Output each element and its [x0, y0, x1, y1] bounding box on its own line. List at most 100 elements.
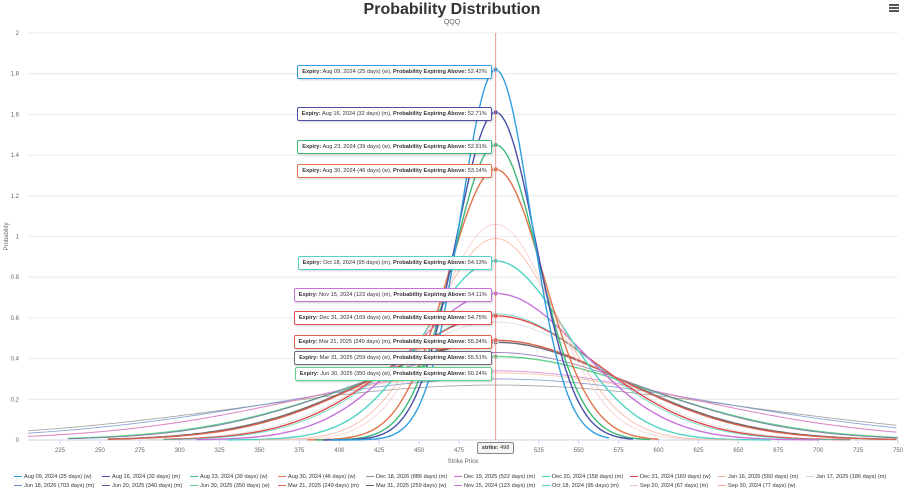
hamburger-menu-icon[interactable] [889, 3, 899, 13]
tooltip-prob-value: 54.13% [466, 259, 487, 266]
y-tick-label: 1.2 [11, 194, 20, 200]
tooltip-expiry-key: Expiry: [302, 143, 322, 150]
legend-item[interactable]: Nov 15, 2024 (123 days) (m) [454, 483, 535, 489]
legend-item[interactable]: Dec 31, 2024 (169 days) (w) [630, 474, 711, 480]
legend-item[interactable]: Jun 20, 2025 (340 days) (m) [102, 483, 182, 489]
y-tick-label: 1.6 [11, 112, 20, 118]
tooltip-prob-key: Probability Expiring Above: [393, 371, 467, 378]
x-tick-label: 300 [175, 448, 186, 454]
tooltip-prob-value: 52.91% [466, 143, 487, 150]
legend-item[interactable]: Sep 30, 2024 (77 days) (w) [718, 483, 795, 489]
tooltip-prob-key: Probability Expiring Above: [393, 143, 467, 150]
x-tick-label: 675 [773, 448, 784, 454]
legend-swatch [630, 484, 638, 487]
y-tick-label: 0.8 [11, 275, 20, 281]
tooltip-expiry-key: Expiry: [301, 111, 321, 118]
series-line-16 [227, 260, 771, 441]
series-line-15 [195, 292, 819, 441]
legend-item[interactable]: Mar 31, 2025 (259 days) (w) [366, 483, 446, 489]
x-tick-label: 450 [414, 448, 425, 454]
tooltip-expiry-key: Expiry: [299, 355, 319, 362]
series-line-14 [107, 341, 897, 440]
legend-swatch [718, 484, 726, 487]
legend-label: Dec 20, 2024 (158 days) (m) [552, 474, 624, 480]
tooltip-expiry-value: Aug 16, 2024 (32 days) (m), [320, 111, 394, 118]
series-line-13 [107, 339, 897, 441]
legend-item[interactable]: Mar 21, 2025 (249 days) (m) [278, 483, 359, 489]
legend-swatch [454, 475, 462, 478]
y-tick-label: 1.4 [11, 153, 20, 159]
legend-swatch [102, 484, 110, 487]
legend-swatch [542, 475, 550, 478]
legend-label: Sep 30, 2024 (77 days) (w) [728, 483, 796, 489]
x-tick-label: 625 [693, 448, 704, 454]
legend-swatch [806, 475, 814, 478]
series-line-3 [307, 168, 659, 441]
tooltip-expiry-key: Expiry: [302, 68, 322, 75]
legend-item[interactable]: Jun 30, 2025 (350 days) (w) [190, 483, 270, 489]
x-tick-label: 325 [215, 448, 226, 454]
legend-item[interactable]: Aug 16, 2024 (32 days) (m) [102, 474, 180, 480]
tooltip-expiry-value: Mar 31, 2025 (259 days) (w), [318, 355, 394, 362]
legend-swatch [278, 484, 286, 487]
x-tick-label: 475 [454, 448, 465, 454]
y-tick-label: 1 [16, 235, 20, 241]
legend-label: Jun 18, 2026 (703 days) (m) [24, 483, 95, 489]
x-tick-label: 650 [733, 448, 744, 454]
series-line-2 [315, 144, 651, 441]
legend-item[interactable]: Sep 20, 2024 (67 days) (m) [630, 483, 708, 489]
tooltip-prob-value: 52.71% [466, 111, 487, 118]
legend-item[interactable]: Dec 20, 2024 (158 days) (m) [542, 474, 623, 480]
y-tick-label: 1.8 [11, 72, 20, 78]
legend-item[interactable]: Jan 16, 2026 (550 days) (m) [718, 474, 798, 480]
series-tooltip: Expiry: Aug 30, 2024 (46 days) (w), Prob… [297, 164, 492, 179]
x-tick-label: 600 [654, 448, 665, 454]
legend-label: Aug 30, 2024 (46 days) (w) [288, 474, 356, 480]
legend-item[interactable]: Dec 18, 2026 (886 days) (m) [366, 474, 447, 480]
series-line-18 [259, 238, 739, 441]
series-tooltip: Expiry: Aug 23, 2024 (39 days) (w), Prob… [297, 139, 492, 154]
legend-label: Nov 15, 2024 (123 days) (m) [464, 483, 536, 489]
series-line-9 [147, 321, 867, 441]
legend-item[interactable]: Aug 09, 2024 (25 days) (w) [14, 474, 91, 480]
legend-item[interactable]: Dec 19, 2025 (522 days) (m) [454, 474, 535, 480]
legend-swatch [14, 475, 22, 478]
x-tick-label: 225 [55, 448, 66, 454]
legend-label: Jun 20, 2025 (340 days) (m) [112, 483, 183, 489]
legend-item[interactable]: Jun 18, 2026 (703 days) (m) [14, 483, 94, 489]
legend-item[interactable]: Aug 23, 2024 (39 days) (w) [190, 474, 267, 480]
legend-swatch [454, 484, 462, 487]
legend-swatch [366, 484, 374, 487]
tooltip-prob-key: Probability Expiring Above: [393, 168, 467, 175]
x-tick-label: 575 [614, 448, 625, 454]
legend-label: Aug 09, 2024 (25 days) (w) [24, 474, 92, 480]
tooltip-expiry-key: Expiry: [298, 339, 318, 346]
legend-swatch [190, 475, 198, 478]
tooltip-prob-value: 52.42% [466, 68, 487, 75]
legend-label: Dec 19, 2025 (522 days) (m) [464, 474, 536, 480]
series-tooltip: Expiry: Mar 31, 2025 (259 days) (w), Pro… [294, 351, 492, 366]
y-tick-label: 0 [16, 438, 20, 444]
chart-title: Probability Distribution [363, 1, 541, 18]
tooltip-expiry-value: Mar 21, 2025 (249 days) (m), [317, 339, 394, 346]
legend-item[interactable]: Jan 17, 2025 (186 days) (m) [806, 474, 886, 480]
tooltip-prob-key: Probability Expiring Above: [393, 314, 467, 321]
series-line-11 [67, 352, 899, 440]
tooltip-prob-value: 55.51% [466, 355, 487, 362]
x-tick-label: 275 [135, 448, 146, 454]
tooltip-expiry-key: Expiry: [299, 371, 319, 378]
series-tooltip: Expiry: Aug 09, 2024 (25 days) (w), Prob… [297, 64, 492, 79]
y-tick-label: 0.2 [11, 397, 20, 403]
legend-item[interactable]: Oct 18, 2024 (95 days) (m) [542, 483, 619, 489]
y-axis-title: Probability [4, 222, 10, 250]
tooltip-expiry-key: Expiry: [302, 168, 322, 175]
series-tooltip: Expiry: Oct 18, 2024 (95 days) (m), Prob… [297, 255, 492, 270]
tooltip-expiry-key: Expiry: [298, 314, 318, 321]
legend-item[interactable]: Aug 30, 2024 (46 days) (w) [278, 474, 355, 480]
legend-label: Sep 20, 2024 (67 days) (m) [640, 483, 709, 489]
tooltip-expiry-key: Expiry: [302, 259, 322, 266]
legend-swatch [190, 484, 198, 487]
x-tick-label: 375 [294, 448, 305, 454]
series-line-1 [323, 111, 634, 441]
